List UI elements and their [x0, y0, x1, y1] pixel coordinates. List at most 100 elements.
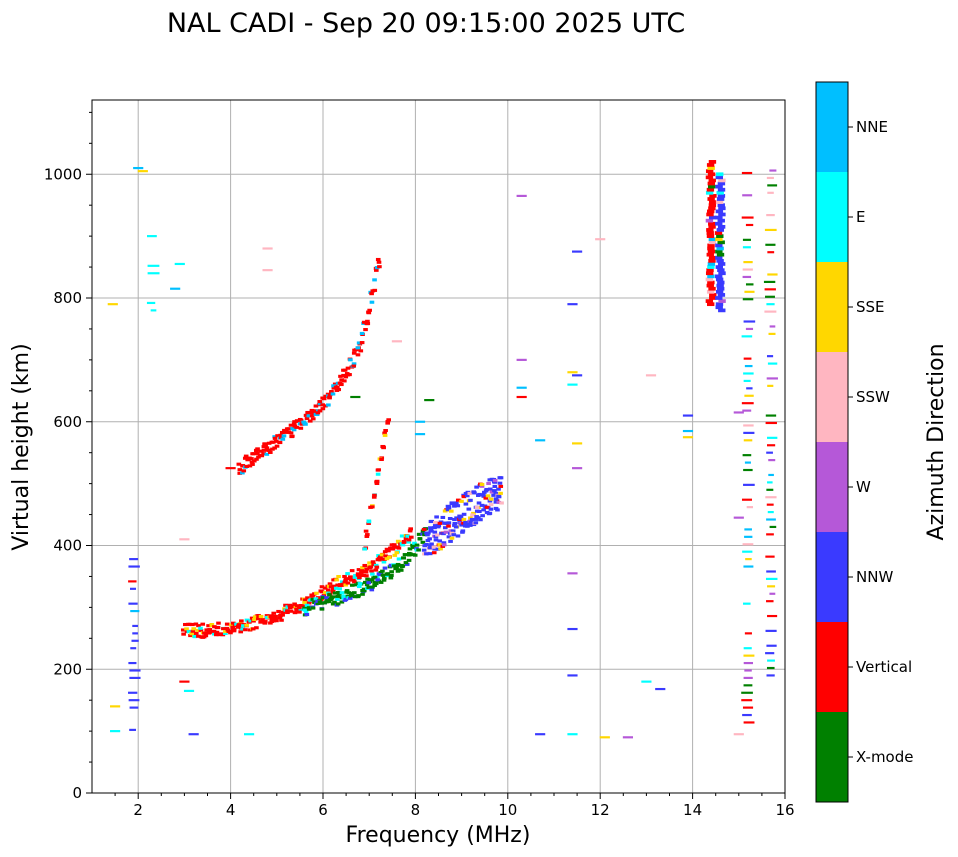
echo-mark — [767, 481, 773, 484]
echo-mark — [705, 190, 714, 195]
echo-mark — [313, 412, 319, 417]
echo-mark — [476, 501, 482, 505]
echo-mark — [372, 583, 377, 588]
echo-mark — [363, 529, 369, 533]
echo-mark — [375, 558, 381, 562]
colorbar-segment — [816, 712, 848, 802]
echo-mark — [382, 557, 387, 561]
echo-mark — [715, 255, 723, 260]
echo-mark — [290, 604, 296, 608]
echo-mark — [327, 393, 333, 397]
echo-mark — [330, 392, 336, 396]
echo-mark — [183, 622, 188, 627]
echo-mark — [389, 546, 395, 550]
echo-mark — [707, 302, 715, 307]
echo-mark — [499, 501, 504, 505]
echo-mark — [216, 621, 221, 625]
echo-mark — [766, 674, 775, 677]
echo-mark — [274, 444, 280, 448]
echo-mark — [707, 274, 715, 279]
echo-mark — [236, 623, 242, 627]
echo-mark — [708, 178, 716, 183]
echo-mark — [440, 544, 446, 548]
echo-mark — [274, 619, 279, 623]
echo-mark — [110, 730, 121, 733]
echo-mark — [493, 500, 499, 504]
echo-mark — [304, 612, 310, 617]
echo-mark — [741, 498, 753, 501]
echo-mark — [741, 216, 754, 219]
echo-mark — [146, 301, 156, 305]
echo-mark — [708, 200, 717, 204]
echo-mark — [744, 535, 753, 538]
echo-mark — [244, 623, 250, 627]
colorbar-label: X-mode — [856, 748, 913, 766]
echo-mark — [394, 565, 399, 569]
echo-mark — [327, 582, 333, 586]
echo-mark — [306, 606, 312, 610]
echo-mark — [275, 434, 280, 438]
echo-mark — [706, 268, 714, 273]
echo-mark — [454, 501, 459, 505]
echo-mark — [328, 585, 334, 589]
echo-mark — [372, 575, 378, 579]
echo-mark — [400, 543, 406, 547]
echo-mark — [306, 414, 312, 418]
echo-mark — [386, 549, 391, 553]
echo-mark — [271, 619, 277, 623]
echo-mark — [474, 505, 480, 510]
echo-mark — [341, 594, 347, 598]
echo-mark — [313, 597, 319, 601]
echo-mark — [743, 424, 754, 427]
echo-mark — [378, 558, 383, 562]
colorbar: X-mode Vertical NNW W SSW SSE E NNE — [815, 81, 913, 803]
echo-mark — [682, 429, 694, 433]
echo-mark — [743, 647, 752, 650]
echo-mark — [343, 583, 349, 587]
x-tick-label: 2 — [133, 801, 143, 819]
echo-mark — [452, 521, 458, 526]
echo-mark — [329, 595, 334, 600]
echo-mark — [129, 706, 139, 709]
echo-mark — [335, 597, 340, 601]
echo-mark — [238, 630, 244, 634]
echo-mark — [402, 553, 408, 557]
echo-mark — [300, 604, 306, 608]
echo-mark — [742, 268, 753, 271]
echo-mark — [463, 522, 469, 526]
echo-mark — [128, 565, 140, 568]
echo-mark — [479, 482, 485, 486]
echo-mark — [764, 228, 777, 232]
echo-mark — [707, 197, 715, 201]
echo-mark — [478, 518, 483, 522]
echo-mark — [599, 736, 610, 739]
echo-mark — [706, 212, 714, 217]
echo-mark — [434, 515, 439, 519]
echo-mark — [467, 523, 473, 527]
echo-mark — [353, 348, 359, 352]
echo-mark — [315, 411, 321, 415]
echo-mark — [288, 423, 294, 427]
x-tick-label: 14 — [683, 801, 702, 819]
echo-mark — [317, 400, 323, 404]
echo-mark — [406, 538, 412, 542]
echo-mark — [288, 431, 294, 435]
echo-mark — [394, 551, 400, 555]
echo-mark — [287, 603, 293, 607]
echo-mark — [445, 508, 451, 512]
echo-mark — [315, 599, 320, 603]
echo-mark — [655, 687, 666, 691]
echo-mark — [364, 534, 370, 538]
echo-mark — [743, 661, 754, 665]
echo-mark — [424, 399, 435, 402]
echo-mark — [391, 340, 403, 343]
echo-mark — [374, 481, 380, 486]
echo-mark — [717, 194, 726, 198]
echo-mark — [396, 557, 402, 561]
echo-mark — [433, 538, 439, 542]
echo-mark — [404, 562, 410, 566]
echo-mark — [342, 574, 347, 579]
echo-mark — [742, 454, 752, 457]
echo-mark — [484, 505, 490, 509]
echo-mark — [335, 602, 341, 606]
